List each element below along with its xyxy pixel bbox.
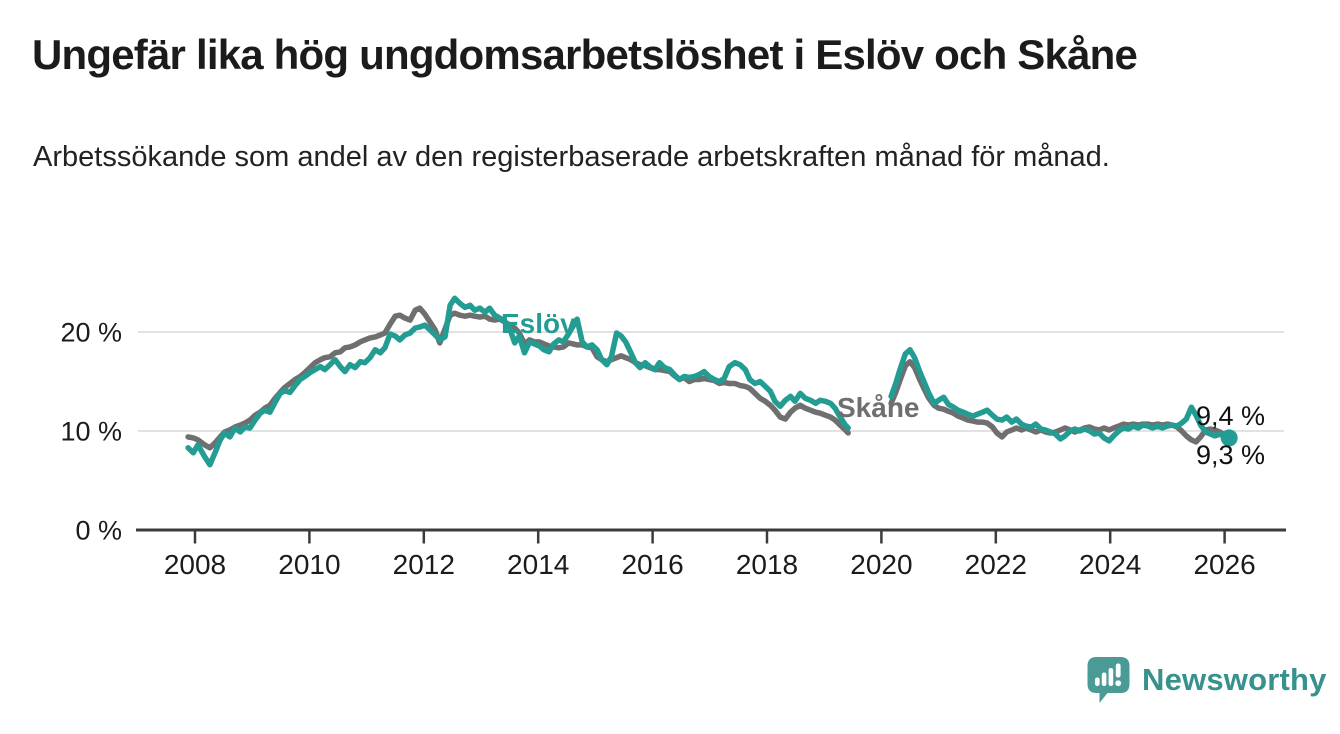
x-tick-label: 2024 <box>1079 549 1141 580</box>
chart-subtitle: Arbetssökande som andel av den registerb… <box>33 141 1110 173</box>
x-tick-label: 2020 <box>850 549 912 580</box>
x-tick-label: 2016 <box>621 549 683 580</box>
end-value-label-skane: 9,4 % <box>1196 401 1266 431</box>
x-tick-label: 2026 <box>1193 549 1255 580</box>
newsworthy-bubble-chart-icon <box>1086 655 1133 705</box>
x-tick-label: 2012 <box>393 549 455 580</box>
y-tick-label: 0 % <box>75 516 122 546</box>
newsworthy-logo: Newsworthy <box>1086 655 1327 705</box>
end-value-label-eslov: 9,3 % <box>1196 440 1266 470</box>
series-label-skane: Skåne <box>837 392 920 423</box>
x-tick-label: 2014 <box>507 549 569 580</box>
series-line-eslv <box>185 295 1232 468</box>
x-tick-label: 2022 <box>965 549 1027 580</box>
x-tick-label: 2010 <box>278 549 340 580</box>
y-tick-label: 10 % <box>60 417 122 447</box>
series-label-eslov: Eslöv <box>501 308 576 339</box>
x-tick-label: 2008 <box>164 549 226 580</box>
x-tick-label: 2018 <box>736 549 798 580</box>
page-title: Ungefär lika hög ungdomsarbetslöshet i E… <box>32 31 1138 78</box>
series-end-dot-eslv <box>1220 429 1238 447</box>
y-tick-label: 20 % <box>60 318 122 348</box>
newsworthy-logo-text: Newsworthy <box>1142 662 1327 697</box>
